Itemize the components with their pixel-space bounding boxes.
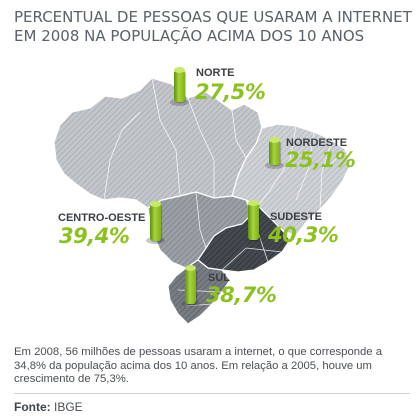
bar-norte [174,67,185,102]
bar-sul [185,265,196,304]
value-sudeste: 40,3% [268,223,339,247]
label-sudeste: SUDESTE [270,211,322,223]
label-norte: NORTE [196,67,235,79]
state-borders [103,77,347,307]
label-sul: SUL [208,272,230,284]
bar-sudeste [248,200,259,240]
bar-nordeste [269,137,280,165]
title-line-2: EM 2008 NA POPULAÇÃO ACIMA DOS 10 ANOS [14,27,365,45]
description-text: Em 2008, 56 milhões de pessoas usaram a … [14,346,382,385]
source-label: Fonte: [14,400,51,414]
bar-base-norte [170,99,189,106]
label-nordeste: NORDESTE [286,137,348,149]
value-norte: 27,5% [195,80,266,104]
source-value: IBGE [54,400,83,414]
title-line-1: PERCENTUAL DE PESSOAS QUE USARAM A INTER… [14,8,412,26]
label-centro-oeste: CENTRO-OESTE [58,212,146,224]
value-sul: 38,7% [206,283,277,307]
infographic-title: PERCENTUAL DE PESSOAS QUE USARAM A INTER… [14,8,412,46]
value-nordeste: 25,1% [285,148,356,172]
value-centro-oeste: 39,4% [59,224,130,248]
source-line: Fonte: IBGE [14,400,83,414]
bar-centro-oeste [150,201,161,241]
footer-divider [14,393,410,394]
bar-base-nordeste [265,162,284,169]
region-sul [167,259,231,325]
